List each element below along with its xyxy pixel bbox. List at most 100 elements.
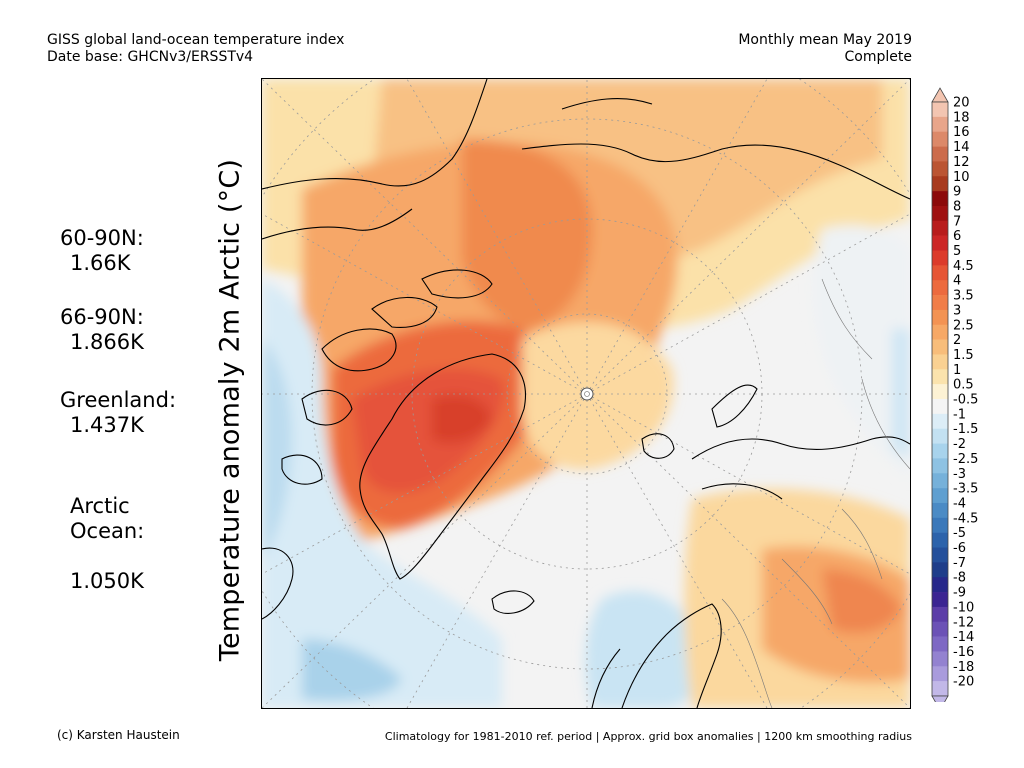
- colorbar-tick-label: 10: [953, 170, 970, 185]
- colorbar-tick-label: -12: [953, 615, 974, 630]
- stat-66-90n: 66-90N: 1.866K: [60, 305, 144, 355]
- colorbar-tick-label: -8: [953, 571, 966, 586]
- colorbar-swatch: [932, 309, 948, 326]
- graticule: [262, 79, 910, 708]
- colorbar-tick-label: -9: [953, 586, 966, 601]
- colorbar-tick-label: -6: [953, 541, 966, 556]
- colorbar-tick-label: -0.5: [953, 393, 978, 408]
- colorbar-tick-label: -20: [953, 675, 974, 690]
- stat-greenland: Greenland: 1.437K: [60, 388, 176, 438]
- colorbar-swatch: [932, 681, 948, 697]
- borders: [721, 278, 910, 708]
- colorbar-tick-label: 4.5: [953, 259, 974, 274]
- colorbar-tick-label: 3: [953, 303, 961, 318]
- colorbar-tick-label: -3.5: [953, 482, 978, 497]
- colorbar-tick-label: 3.5: [953, 289, 974, 304]
- colorbar-tick-label: 0.5: [953, 378, 974, 393]
- stat-value: 1.437K: [70, 413, 144, 437]
- colorbar-swatch: [932, 458, 948, 474]
- coastlines: [262, 79, 910, 708]
- colorbar-swatch: [932, 666, 948, 682]
- colorbar-tick-label: -7: [953, 556, 966, 571]
- period-line-1: Monthly mean May 2019: [738, 32, 912, 48]
- footer-note: Climatology for 1981-2010 ref. period | …: [384, 730, 912, 743]
- colorbar-swatch: [932, 532, 948, 548]
- colorbar-tick-label: 1.5: [953, 348, 974, 363]
- colorbar-tick-label: 4: [953, 274, 961, 289]
- colorbar-swatch: [932, 606, 948, 623]
- anomaly-field: [262, 79, 910, 708]
- stat-label: Greenland:: [60, 388, 177, 412]
- colorbar-tick-label: -3: [953, 467, 966, 482]
- stat-label: Arctic Ocean:: [70, 494, 145, 543]
- credit: (c) Karsten Haustein: [57, 728, 180, 742]
- stat-60-90n: 60-90N: 1.66K: [60, 226, 144, 276]
- colorbar-tick-label: 6: [953, 229, 961, 244]
- colorbar-swatch: [932, 473, 948, 489]
- colorbar-tick-label: -1.5: [953, 422, 978, 437]
- colorbar-tick-label: 16: [953, 125, 970, 140]
- colorbar-tick-label: 1: [953, 363, 961, 378]
- colorbar-swatch: [932, 191, 948, 207]
- stat-label: 66-90N:: [60, 305, 144, 329]
- title-line-2: Date base: GHCNv3/ERSSTv4: [47, 49, 254, 65]
- colorbar-swatch: [932, 295, 948, 311]
- colorbar-swatch: [932, 547, 948, 563]
- colorbar-tick-label: 20: [953, 96, 970, 111]
- colorbar-tick-label: -2.5: [953, 452, 978, 467]
- colorbar-swatch: [932, 220, 948, 236]
- colorbar-swatch: [932, 176, 948, 192]
- colorbar: 20 18 16 14 12 10 9 8 7 6 5 4.5 4 3.5 3 2.5 2 1.5 1 0.5 -0.5…: [927, 86, 1017, 711]
- colorbar-tick-label: 14: [953, 140, 970, 155]
- colorbar-tick-label: 7: [953, 214, 961, 229]
- colorbar-swatch: [932, 636, 948, 652]
- colorbar-tick-label: 18: [953, 110, 970, 125]
- colorbar-swatch: [932, 428, 948, 444]
- stat-arctic-ocean: Arctic Ocean: 1.050K: [60, 469, 144, 619]
- colorbar-swatch: [932, 235, 948, 251]
- stat-value: 1.866K: [70, 330, 144, 354]
- colorbar-swatch: [932, 443, 948, 459]
- colorbar-swatch: [932, 399, 948, 415]
- header-left: GISS global land-ocean temperature index…: [47, 32, 344, 66]
- colorbar-tick-label: 2: [953, 333, 961, 348]
- colorbar-swatch: [932, 651, 948, 667]
- colorbar-tick-label: 2.5: [953, 318, 974, 333]
- colorbar-tick-label: 9: [953, 185, 961, 200]
- colorbar-swatch: [932, 250, 948, 266]
- colorbar-swatch: [932, 384, 948, 400]
- colorbar-top-arrow: [931, 87, 949, 103]
- colorbar-swatch: [932, 131, 948, 147]
- colorbar-swatch: [932, 339, 948, 355]
- colorbar-swatch: [932, 562, 948, 578]
- colorbar-bottom-arrow: [931, 695, 949, 711]
- colorbar-swatch: [932, 161, 948, 177]
- colorbar-swatch: [932, 592, 948, 608]
- colorbar-swatch: [932, 102, 948, 118]
- colorbar-swatch: [932, 502, 948, 519]
- colorbar-tick-label: -4.5: [953, 511, 978, 526]
- colorbar-svg: 201816141210987654.543.532.521.510.5-0.5…: [931, 87, 978, 711]
- colorbar-tick-label: -16: [953, 645, 974, 660]
- colorbar-swatch: [932, 354, 948, 370]
- stat-label: 60-90N:: [60, 226, 144, 250]
- colorbar-tick-label: -5: [953, 526, 966, 541]
- period-line-2: Complete: [844, 49, 912, 65]
- title-line-1: GISS global land-ocean temperature index: [47, 32, 345, 48]
- colorbar-swatch: [932, 517, 948, 533]
- colorbar-tick-label: -2: [953, 437, 966, 452]
- colorbar-tick-label: 8: [953, 199, 961, 214]
- pole-marker: [580, 387, 594, 401]
- colorbar-tick-label: -10: [953, 600, 974, 615]
- colorbar-swatch: [932, 577, 948, 593]
- colorbar-swatch: [932, 621, 948, 637]
- header-right: Monthly mean May 2019 Complete: [738, 32, 912, 66]
- colorbar-tick-label: -1: [953, 407, 966, 422]
- stat-value: 1.66K: [70, 251, 131, 275]
- colorbar-swatch: [932, 265, 948, 281]
- colorbar-swatch: [932, 280, 948, 296]
- colorbar-swatch: [932, 324, 948, 340]
- colorbar-tick-label: -18: [953, 660, 974, 675]
- colorbar-swatch: [932, 205, 948, 222]
- stat-value: 1.050K: [70, 569, 144, 593]
